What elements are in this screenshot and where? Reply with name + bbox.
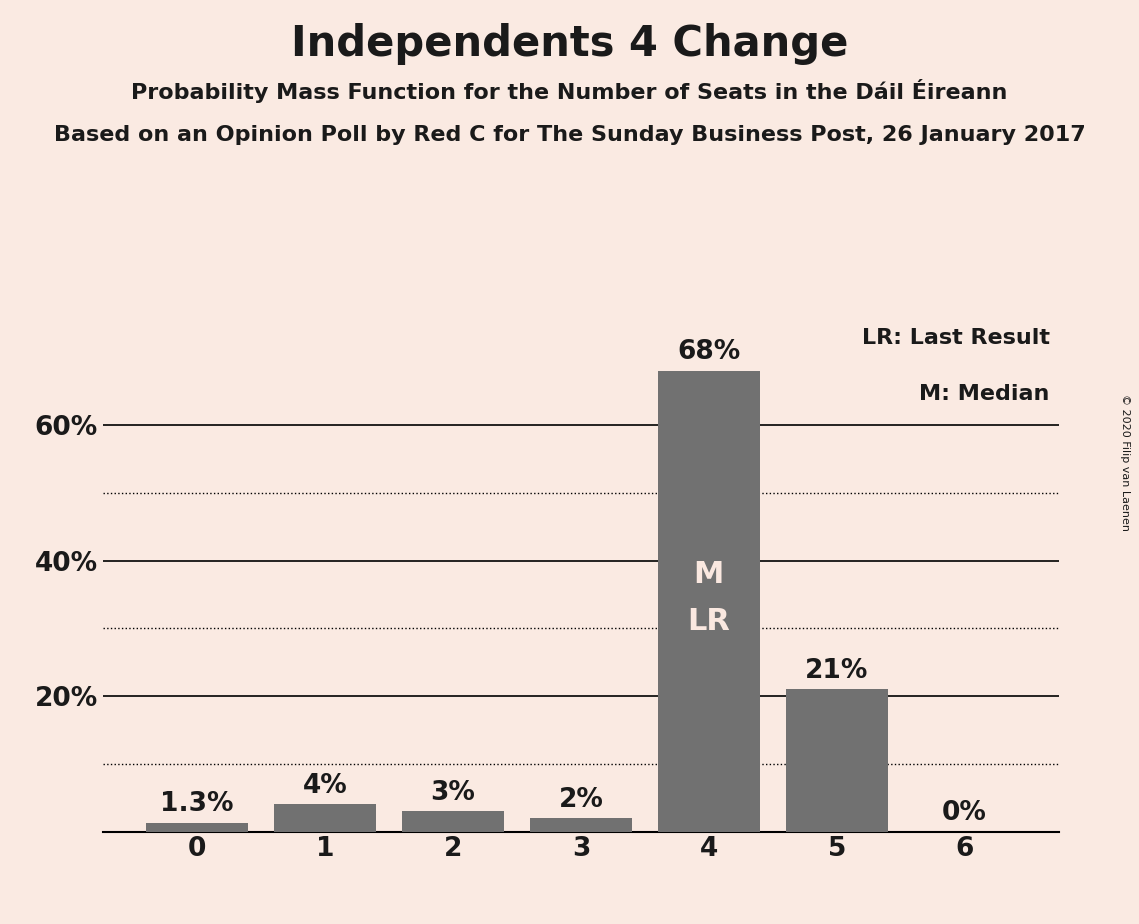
Text: 0%: 0% [942, 800, 988, 826]
Text: © 2020 Filip van Laenen: © 2020 Filip van Laenen [1121, 394, 1130, 530]
Bar [402, 811, 505, 832]
Bar [530, 818, 632, 832]
Text: LR: Last Result: LR: Last Result [862, 328, 1050, 348]
Text: Based on an Opinion Poll by Red C for The Sunday Business Post, 26 January 2017: Based on an Opinion Poll by Red C for Th… [54, 125, 1085, 145]
Bar [273, 805, 376, 832]
Bar [146, 822, 248, 832]
Text: 68%: 68% [678, 339, 740, 365]
Bar [657, 371, 760, 832]
Text: 1.3%: 1.3% [161, 791, 233, 818]
Text: LR: LR [687, 607, 730, 636]
Text: M: M [694, 560, 724, 589]
Text: 21%: 21% [805, 658, 868, 684]
Text: M: Median: M: Median [919, 384, 1050, 405]
Text: 2%: 2% [558, 786, 604, 812]
Bar [786, 689, 888, 832]
Text: Probability Mass Function for the Number of Seats in the Dáil Éireann: Probability Mass Function for the Number… [131, 79, 1008, 103]
Text: 3%: 3% [431, 780, 475, 806]
Text: Independents 4 Change: Independents 4 Change [290, 23, 849, 65]
Text: 4%: 4% [303, 773, 347, 799]
